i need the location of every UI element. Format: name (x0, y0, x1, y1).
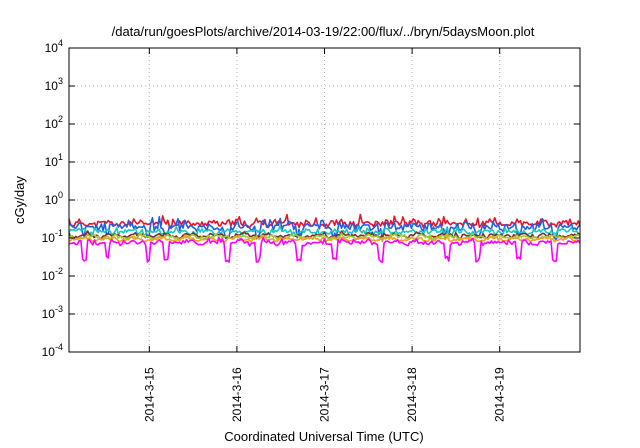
x-axis-ticks: 2014-3-15 2014-3-16 2014-3-17 2014-3-18 2014… (142, 48, 507, 422)
x-tick-label: 2014-3-15 (142, 367, 156, 422)
y-tick-label: 10-3 (42, 304, 63, 321)
y-tick-label: 104 (45, 38, 63, 55)
y-axis-ticks: 104 103 102 101 100 10-1 10-2 10-3 10-4 (42, 38, 580, 359)
y-axis-label: cGy/day (12, 176, 27, 224)
y-tick-label: 10-1 (42, 228, 63, 245)
grid-lines (69, 48, 580, 352)
series-line (68, 216, 581, 242)
y-tick-label: 10-4 (42, 342, 63, 359)
chart-title: /data/run/goesPlots/archive/2014-03-19/2… (112, 24, 535, 39)
y-tick-label: 103 (45, 76, 63, 93)
y-tick-label: 100 (45, 190, 63, 207)
x-tick-label: 2014-3-19 (493, 367, 507, 422)
data-series (68, 213, 581, 264)
series-line (68, 236, 581, 264)
x-tick-label: 2014-3-16 (230, 367, 244, 422)
series-line (68, 230, 581, 240)
x-tick-label: 2014-3-17 (318, 367, 332, 422)
x-axis-label: Coordinated Universal Time (UTC) (224, 429, 423, 444)
x-tick-label: 2014-3-18 (405, 367, 419, 422)
y-tick-label: 102 (45, 114, 63, 131)
y-tick-label: 10-2 (42, 266, 63, 283)
y-tick-label: 101 (45, 152, 63, 169)
